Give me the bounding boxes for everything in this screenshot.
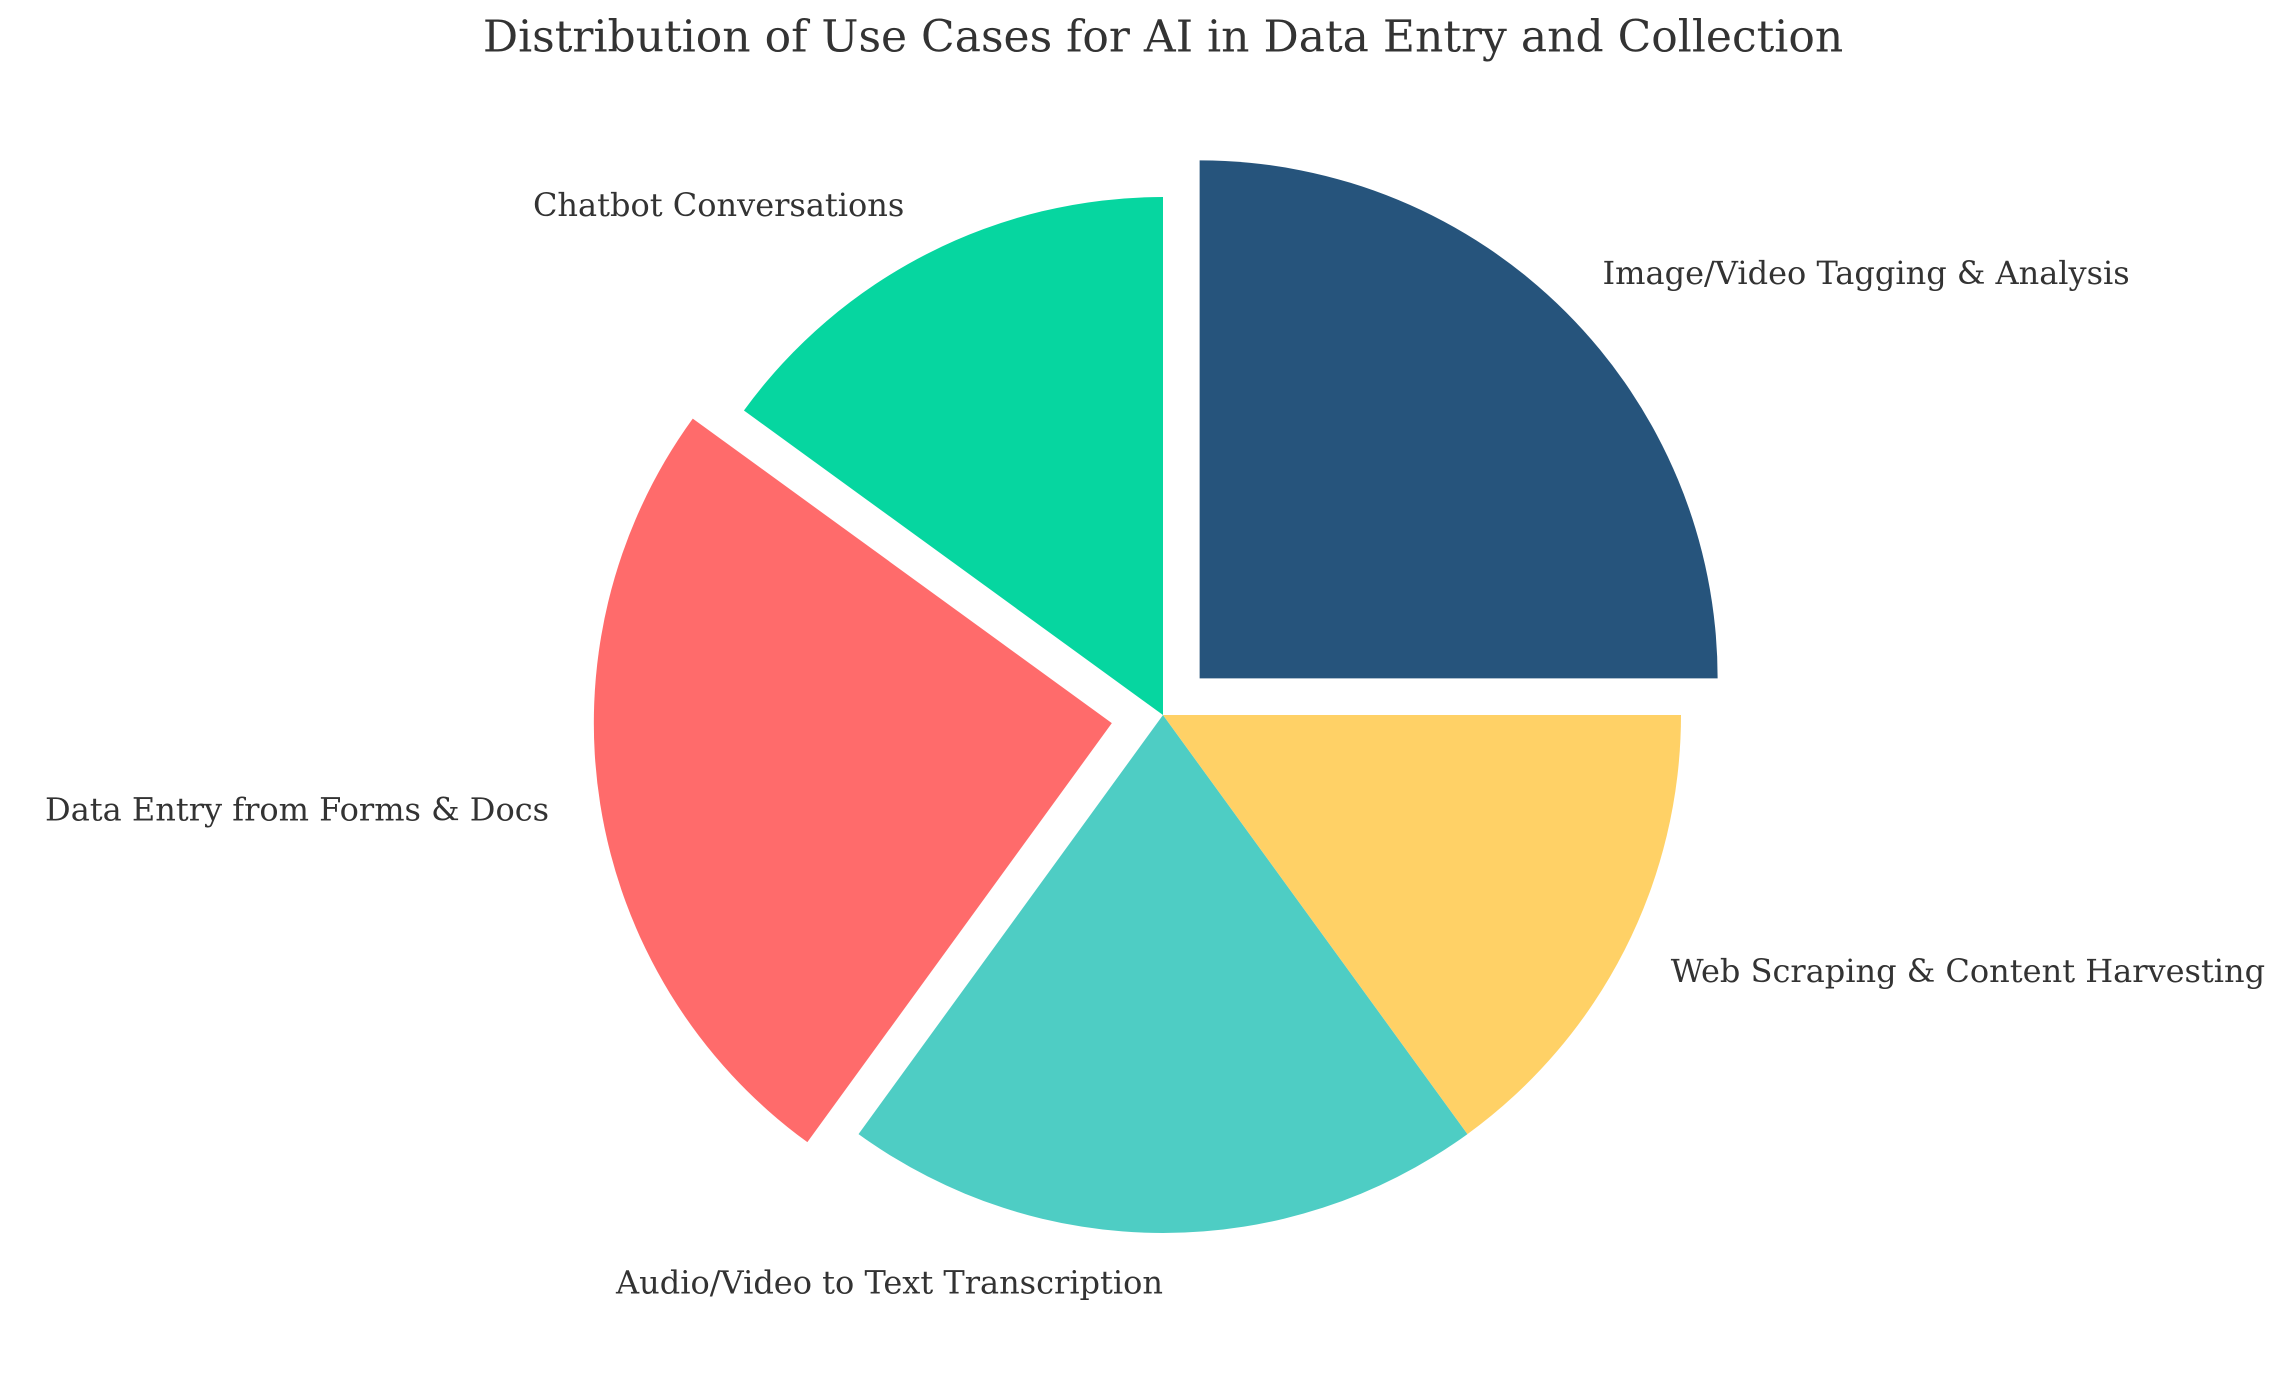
pie-slice <box>1199 160 1718 679</box>
slice-label: Web Scraping & Content Harvesting <box>1671 952 2265 990</box>
pie-slice <box>858 715 1468 1234</box>
slice-label: Data Entry from Forms & Docs <box>45 791 549 829</box>
chart-title: Distribution of Use Cases for AI in Data… <box>483 12 1843 63</box>
slice-label: Chatbot Conversations <box>533 186 904 224</box>
slice-label: Image/Video Tagging & Analysis <box>1603 254 2130 292</box>
slice-label: Audio/Video to Text Transcription <box>615 1263 1163 1301</box>
pie-slice <box>743 197 1163 715</box>
pie-slice <box>593 418 1112 1143</box>
pie-slice <box>1163 715 1681 1135</box>
